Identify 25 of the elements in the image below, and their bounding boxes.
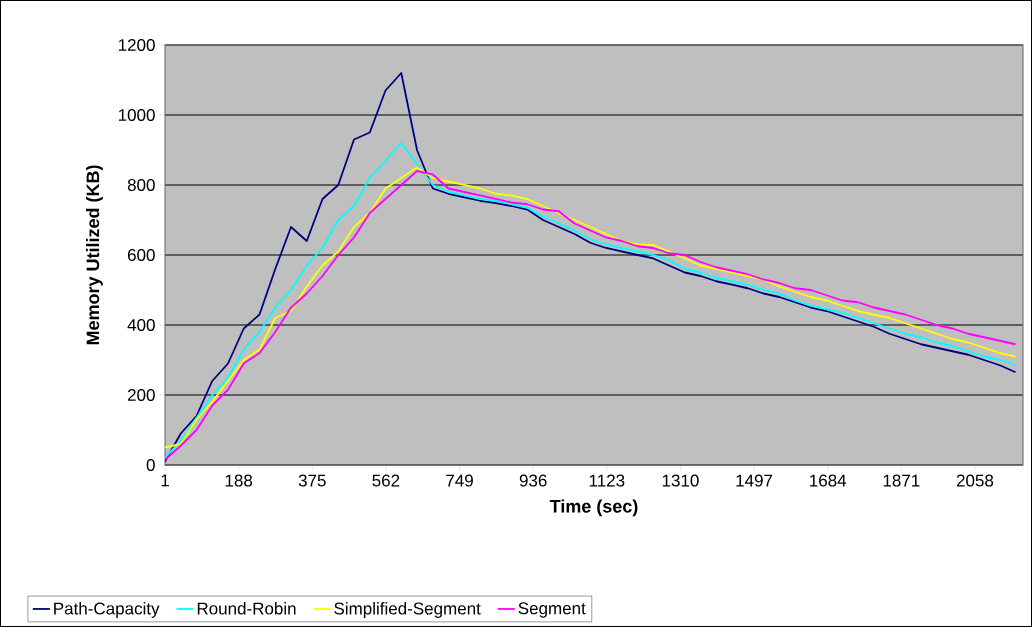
y-tick-label: 800 bbox=[127, 178, 155, 192]
x-tick-label: 1310 bbox=[662, 474, 699, 487]
x-tick-label: 375 bbox=[298, 474, 326, 487]
x-tick-label: 2058 bbox=[956, 474, 994, 487]
legend-label: Simplified-Segment bbox=[334, 602, 481, 618]
legend-label: Round-Robin bbox=[197, 602, 296, 615]
y-tick-label: 1200 bbox=[118, 38, 155, 52]
x-tick-label: 1871 bbox=[883, 474, 920, 487]
x-tick-label: 936 bbox=[519, 474, 547, 487]
y-tick-label: 200 bbox=[127, 388, 155, 402]
x-tick-label: 749 bbox=[446, 474, 473, 487]
x-tick-label: 562 bbox=[372, 474, 400, 487]
x-tick-label: 1684 bbox=[810, 474, 847, 487]
x-tick-label: 1 bbox=[161, 474, 169, 487]
y-tick-label: 400 bbox=[127, 318, 155, 332]
y-axis-title: Memory Utilized (KB) bbox=[86, 165, 103, 345]
legend-label: Segment bbox=[518, 602, 586, 618]
x-tick-label: 188 bbox=[225, 474, 253, 487]
y-tick-label: 0 bbox=[146, 458, 155, 472]
y-tick-label: 1000 bbox=[118, 108, 155, 122]
x-axis-title: Time (sec) bbox=[549, 499, 638, 517]
x-tick-label: 1123 bbox=[589, 474, 625, 487]
legend-label: Path-Capacity bbox=[54, 602, 160, 618]
y-tick-label: 600 bbox=[127, 248, 155, 262]
x-tick-label: 1497 bbox=[736, 474, 773, 487]
